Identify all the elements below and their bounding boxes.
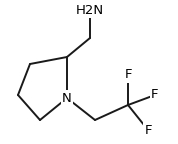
Text: F: F bbox=[151, 89, 159, 102]
Text: F: F bbox=[144, 124, 152, 137]
Text: H2N: H2N bbox=[76, 3, 104, 17]
Text: N: N bbox=[62, 91, 72, 105]
Text: F: F bbox=[124, 69, 132, 82]
